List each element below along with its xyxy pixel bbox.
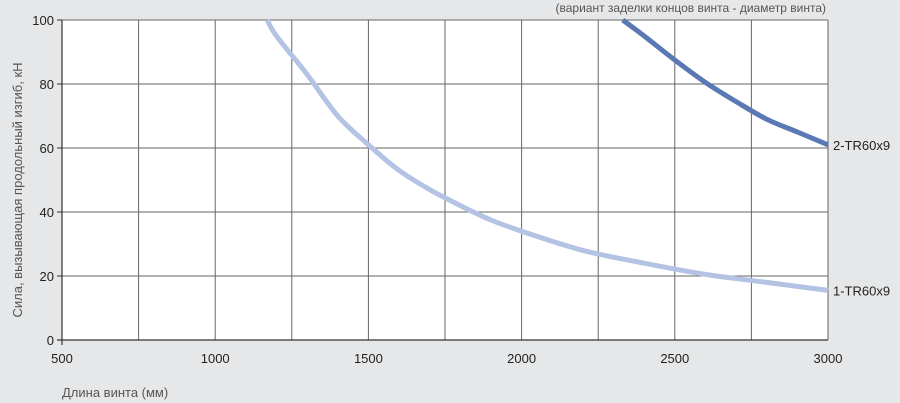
y-tick-label: 80	[40, 77, 54, 92]
x-axis-title: Длина винта (мм)	[62, 385, 168, 400]
x-tick-label: 2000	[507, 351, 536, 366]
y-tick-label: 20	[40, 269, 54, 284]
chart-subtitle: (вариант заделки концов винта - диаметр …	[555, 1, 826, 15]
series-lines	[265, 17, 829, 293]
series-label-1-tr60x9: 1-TR60x9	[833, 283, 890, 298]
series-label-2-tr60x9: 2-TR60x9	[833, 138, 890, 153]
x-tick-label: 1000	[201, 351, 230, 366]
series-line-2-tr60x9	[621, 17, 829, 148]
x-tick-label: 500	[51, 351, 73, 366]
series-labels: 1-TR60x9 2-TR60x9	[833, 138, 890, 299]
y-tick-label: 40	[40, 205, 54, 220]
x-tick-label: 3000	[814, 351, 843, 366]
y-tick-label: 0	[47, 333, 54, 348]
grid	[57, 19, 829, 345]
y-tick-label: 100	[32, 13, 54, 28]
x-tick-label: 2500	[660, 351, 689, 366]
tick-labels: 500 1000 1500 2000 2500 3000 0 20 40 60 80 100	[32, 13, 842, 366]
x-tick-label: 1500	[354, 351, 383, 366]
series-line-1-tr60x9	[265, 18, 829, 293]
y-tick-label: 60	[40, 141, 54, 156]
y-axis-title: Сила, вызывающая продольный изгиб, кН	[10, 62, 25, 317]
